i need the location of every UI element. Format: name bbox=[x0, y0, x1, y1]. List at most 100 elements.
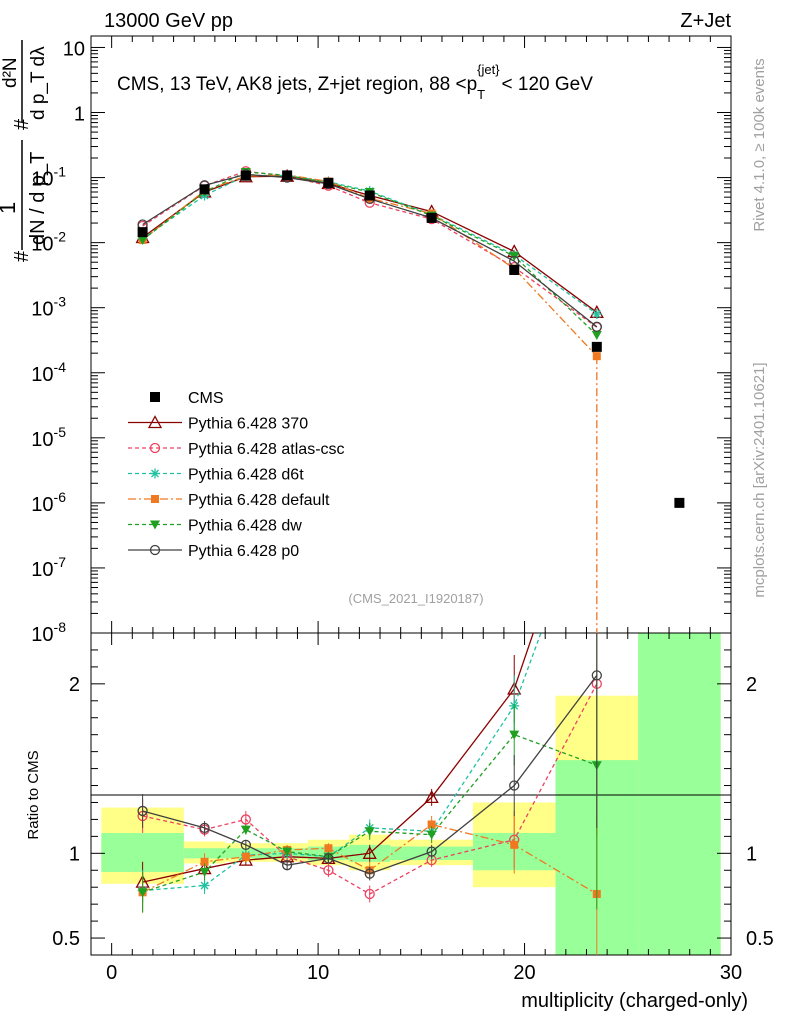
ratio-series-marker bbox=[364, 888, 375, 900]
legend-marker bbox=[149, 442, 161, 454]
legend-marker-cms bbox=[150, 392, 160, 402]
legend-label: Pythia 6.428 atlas-csc bbox=[188, 441, 345, 458]
data-point bbox=[591, 341, 602, 352]
data-point bbox=[509, 264, 520, 275]
main-y-tick-label: 10-5 bbox=[31, 424, 66, 451]
ratio-y-tick-labels: 0.5 0.5 1 1 2 2 bbox=[52, 674, 774, 950]
header-process-label: Z+Jet bbox=[680, 10, 731, 32]
legend-label: Pythia 6.428 default bbox=[188, 492, 330, 509]
ratio-series-marker bbox=[281, 860, 293, 871]
ratio-series-marker bbox=[282, 847, 293, 857]
ratio-series-marker bbox=[364, 827, 375, 837]
main-y-tick-label: 1 bbox=[74, 104, 85, 126]
chart-title: CMS, 13 TeV, AK8 jets, Z+jet region, 88 … bbox=[117, 62, 593, 102]
ylabel-hash-2: # bbox=[11, 118, 33, 130]
legend-marker bbox=[150, 468, 160, 479]
legend-label: Pythia 6.428 d6t bbox=[188, 467, 304, 484]
legend-label: Pythia 6.428 dw bbox=[188, 518, 302, 535]
main-series-marker bbox=[591, 321, 602, 332]
main-y-tick-label: 10-6 bbox=[31, 489, 66, 516]
legend-label: Pythia 6.428 p0 bbox=[188, 543, 299, 560]
ratio-series-marker bbox=[137, 805, 148, 817]
main-plot-frame bbox=[90, 35, 732, 634]
ratio-y-tick-label: 2 bbox=[69, 674, 80, 696]
axis-ticks bbox=[91, 36, 732, 956]
ratio-series-marker bbox=[199, 880, 210, 891]
ratio-series-marker bbox=[241, 852, 250, 861]
ratio-series-marker bbox=[323, 853, 334, 864]
legend-label: Pythia 6.428 370 bbox=[188, 416, 308, 433]
main-y-tick-label: 10 bbox=[63, 38, 85, 60]
main-series-line bbox=[142, 174, 598, 357]
ratio-y-axis-label: Ratio to CMS bbox=[25, 750, 42, 839]
analysis-tag: (CMS_2021_I1920187) bbox=[348, 591, 483, 606]
main-y-tick-label: 10-3 bbox=[31, 294, 66, 321]
ratio-series-marker bbox=[509, 780, 520, 791]
data-point bbox=[282, 170, 293, 181]
legend-marker bbox=[150, 520, 160, 530]
main-y-tick-label: 10-1 bbox=[31, 164, 66, 191]
main-y-tick-label: 10-7 bbox=[31, 554, 66, 581]
ratio-series-marker bbox=[240, 814, 251, 825]
x-axis-label: multiplicity (charged-only) bbox=[521, 990, 748, 1012]
star-stroke bbox=[200, 881, 209, 890]
chart-title-sup: {jet} bbox=[477, 62, 500, 77]
legend: CMS Pythia 6.428 370 Pythia 6.428 atlas-cs… bbox=[128, 390, 345, 560]
main-y-tick-label: 10-4 bbox=[31, 359, 66, 386]
ratio-y-tick-label-right: 1 bbox=[746, 843, 757, 865]
chart-title-sub: T bbox=[477, 87, 485, 102]
legend-marker bbox=[151, 495, 159, 503]
data-point bbox=[426, 212, 437, 223]
ratio-series-marker bbox=[510, 840, 519, 849]
ratio-series-marker bbox=[426, 830, 437, 840]
ratio-uncertainty-bands bbox=[101, 633, 721, 955]
ylabel-denominator-1: dN / d p_T bbox=[27, 152, 49, 245]
ylabel-one: 1 bbox=[0, 202, 20, 214]
mcplots-label: mcplots.cern.ch [arXiv:2401.10621] bbox=[751, 362, 768, 597]
ratio-y-tick-label-right: 0.5 bbox=[746, 928, 774, 950]
legend-marker bbox=[147, 415, 163, 429]
ratio-series-marker bbox=[509, 730, 520, 740]
data-point bbox=[199, 184, 210, 195]
ratio-series-marker bbox=[137, 888, 148, 898]
ratio-plot-frame bbox=[90, 632, 732, 956]
ratio-series-marker bbox=[364, 868, 375, 879]
ratio-y-tick-label-right: 2 bbox=[746, 674, 757, 696]
data-point bbox=[364, 190, 375, 201]
star-stroke bbox=[151, 469, 159, 478]
main-series-line bbox=[142, 170, 598, 328]
ratio-series-marker bbox=[362, 845, 377, 859]
ratio-clip-group bbox=[135, 633, 602, 955]
ratio-series-marker bbox=[240, 839, 251, 850]
data-point bbox=[240, 170, 251, 181]
ylabel-denominator-2: d p_T dλ bbox=[28, 46, 49, 120]
main-series-layer bbox=[135, 166, 685, 633]
legend-label-cms: CMS bbox=[188, 390, 224, 407]
ratio-series-marker bbox=[199, 822, 210, 834]
ratio-series-marker bbox=[324, 844, 333, 853]
ratio-series-marker bbox=[200, 857, 209, 866]
star-stroke bbox=[592, 310, 601, 318]
ratio-series-marker bbox=[424, 790, 439, 804]
main-y-tick-label: 10-2 bbox=[31, 229, 66, 256]
ratio-series-marker bbox=[426, 846, 437, 857]
main-y-tick-label: 10-8 bbox=[31, 619, 66, 646]
ratio-series-marker bbox=[427, 820, 436, 829]
x-tick-labels: 0 10 20 30 bbox=[106, 962, 742, 984]
data-point bbox=[674, 497, 685, 508]
ratio-series-marker bbox=[199, 867, 210, 877]
ratio-series-marker bbox=[591, 670, 602, 681]
legend-marker bbox=[149, 544, 161, 556]
chart-title-main: CMS, 13 TeV, AK8 jets, Z+jet region, 88 … bbox=[117, 74, 477, 95]
x-tick-label: 10 bbox=[307, 962, 329, 984]
x-tick-label: 30 bbox=[720, 962, 742, 984]
ratio-y-tick-label: 1 bbox=[69, 843, 80, 865]
x-tick-label: 20 bbox=[513, 962, 535, 984]
main-series-marker bbox=[591, 331, 602, 341]
chart-title-tail: < 120 GeV bbox=[502, 74, 594, 95]
ratio-series-layer bbox=[135, 633, 602, 955]
main-series-marker bbox=[591, 309, 602, 320]
header-energy-label: 13000 GeV pp bbox=[104, 10, 233, 32]
ratio-band-green bbox=[638, 633, 721, 955]
